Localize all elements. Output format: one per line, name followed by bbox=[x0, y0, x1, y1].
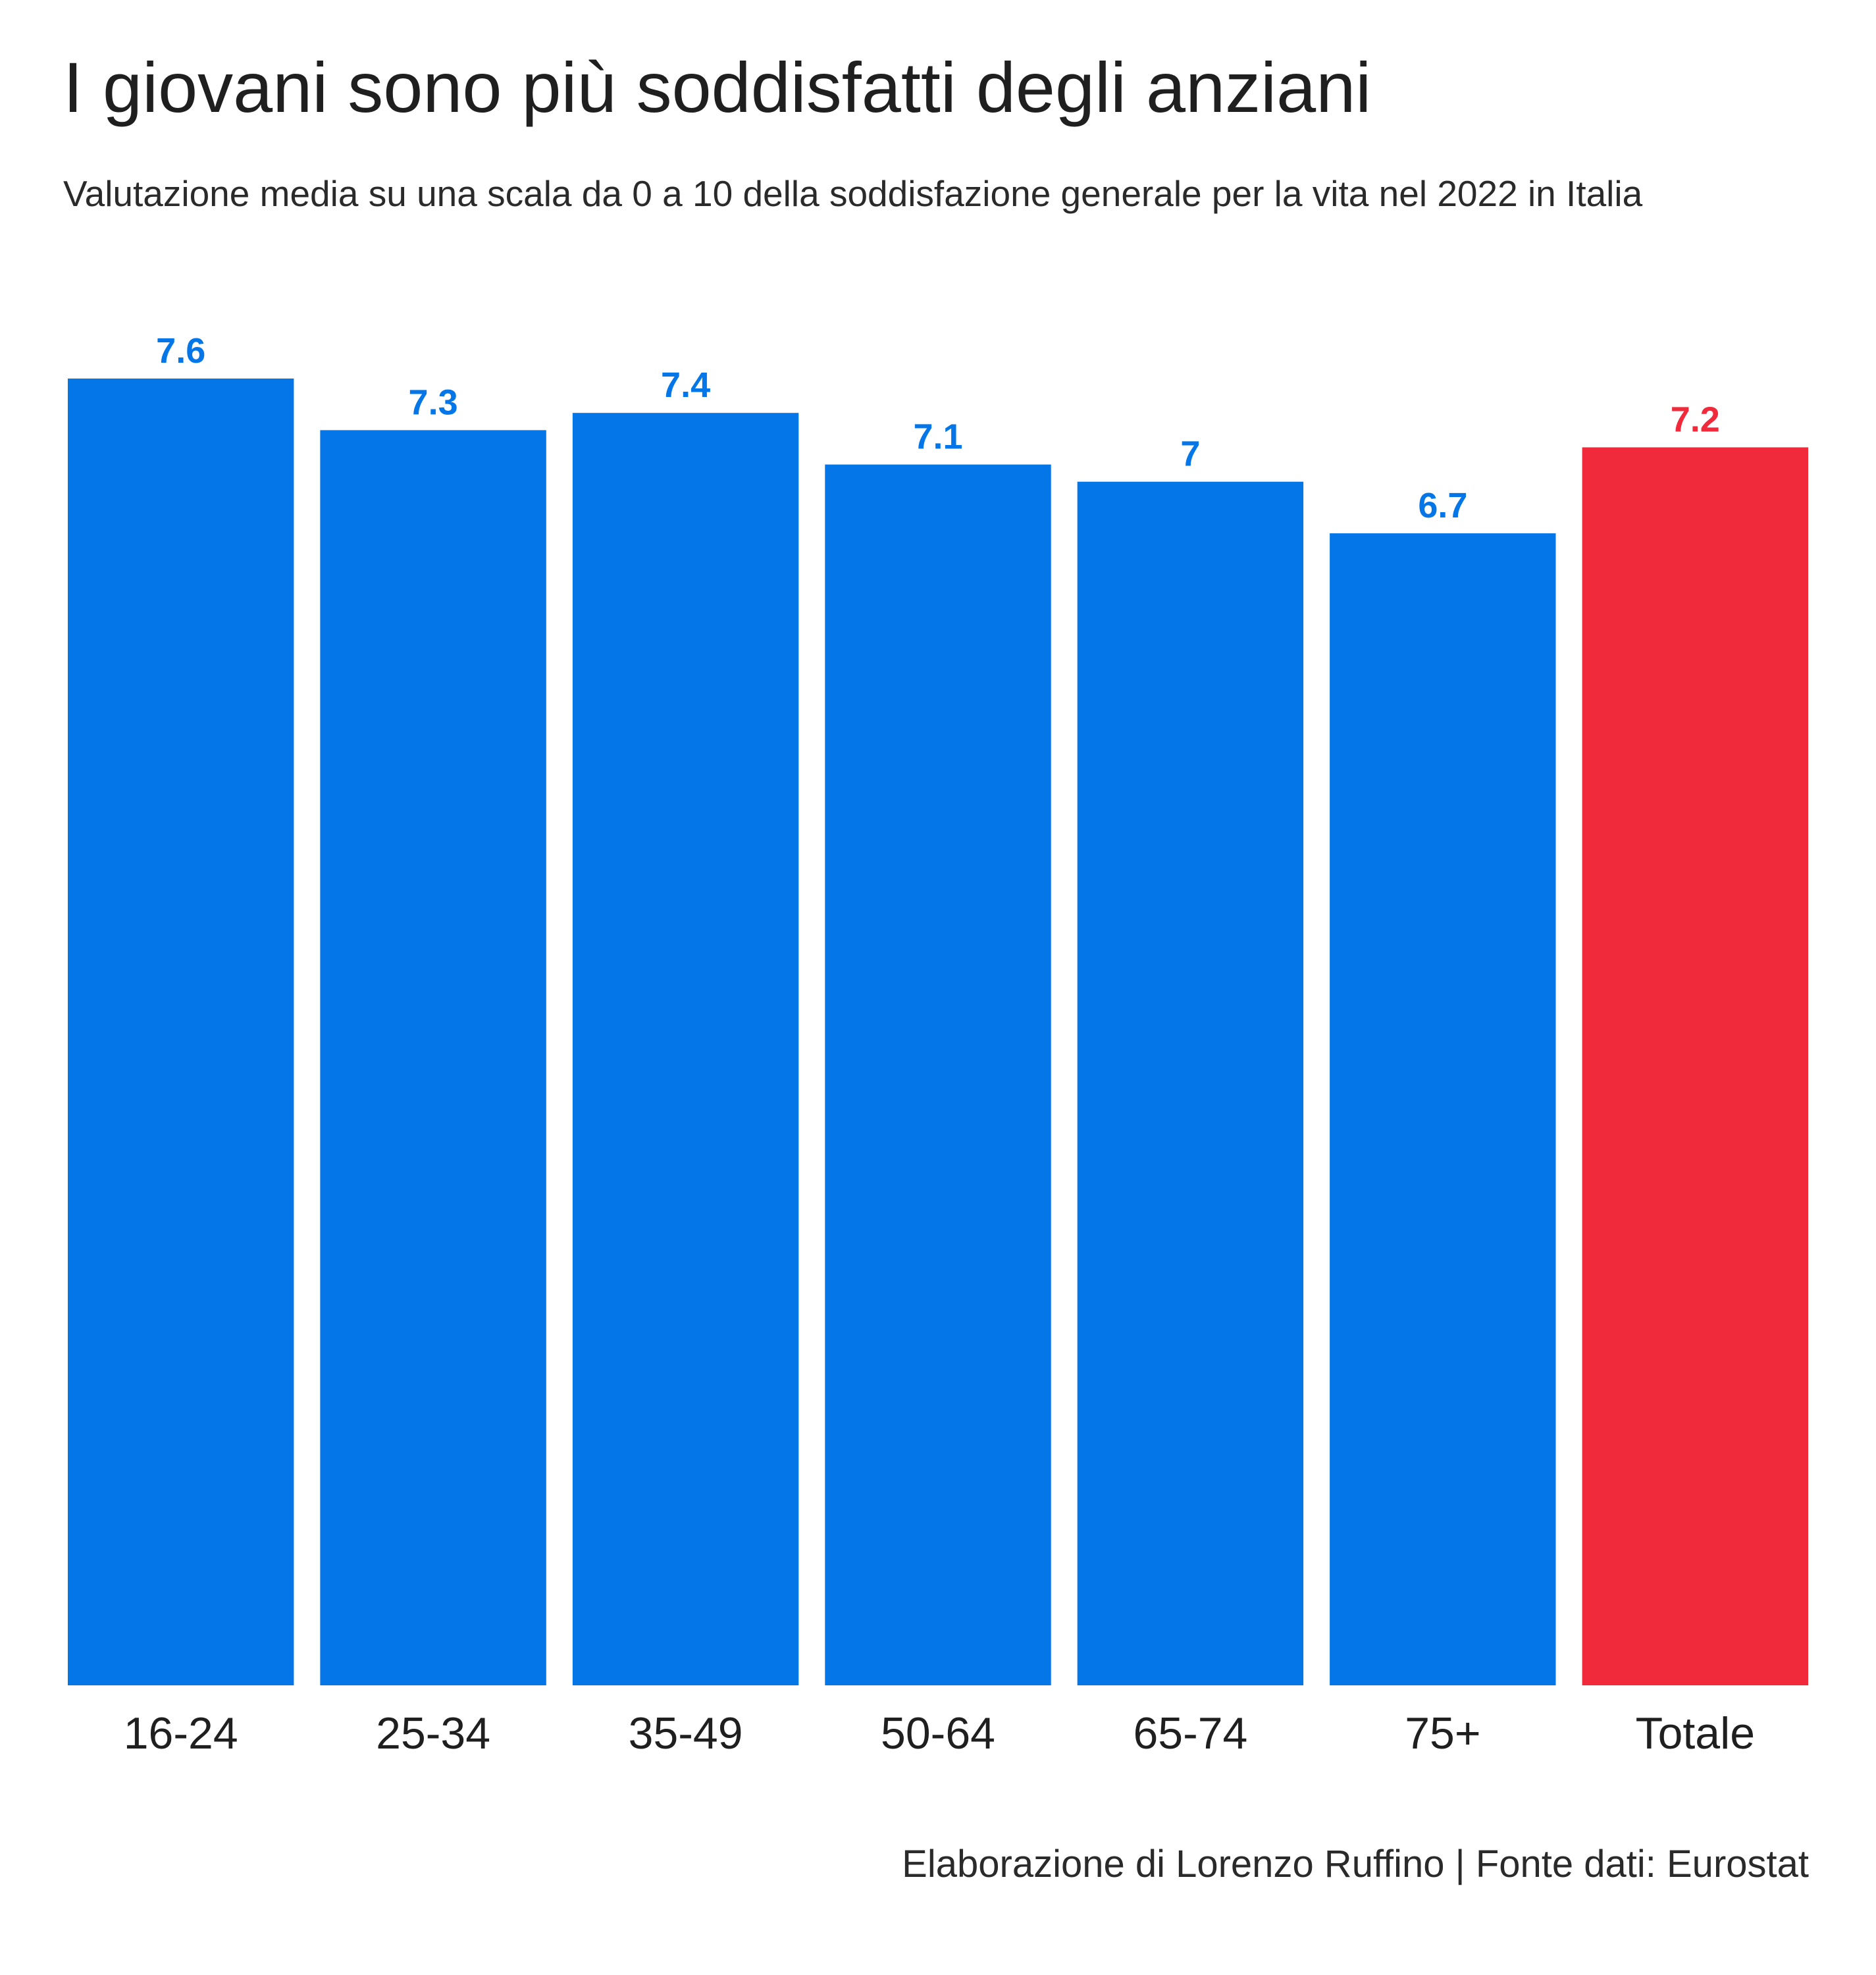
value-label: 7.2 bbox=[1671, 400, 1720, 440]
x-tick-labels-group: 16-24 25-34 35-49 50-64 65-74 75+ Totale bbox=[124, 1708, 1755, 1758]
x-tick-label: 16-24 bbox=[124, 1708, 238, 1758]
value-labels-group: 7.6 7.3 7.4 7.1 7 6.7 7.2 bbox=[156, 331, 1720, 525]
source-caption: Elaborazione di Lorenzo Ruffino | Fonte … bbox=[902, 1843, 1809, 1885]
value-label: 6.7 bbox=[1418, 486, 1467, 525]
value-label: 7.6 bbox=[156, 331, 205, 371]
value-label: 7 bbox=[1180, 434, 1200, 474]
value-label: 7.3 bbox=[409, 382, 458, 422]
bar-50-64 bbox=[825, 464, 1051, 1685]
x-tick-label: 65-74 bbox=[1133, 1708, 1247, 1758]
bar-35-49 bbox=[572, 413, 799, 1686]
bar-65-74 bbox=[1077, 481, 1304, 1686]
x-tick-label: 35-49 bbox=[629, 1708, 743, 1758]
bar-75 bbox=[1330, 533, 1556, 1685]
bar-totale bbox=[1582, 447, 1808, 1685]
chart-title: I giovani sono più soddisfatti degli anz… bbox=[63, 47, 1372, 127]
bar-25-34 bbox=[320, 430, 546, 1685]
chart-subtitle: Valutazione media su una scala da 0 a 10… bbox=[63, 173, 1643, 214]
bars-group bbox=[68, 379, 1808, 1686]
x-tick-label: 75+ bbox=[1405, 1708, 1480, 1758]
value-label: 7.1 bbox=[913, 417, 962, 457]
bar-16-24 bbox=[68, 379, 294, 1685]
x-tick-label: Totale bbox=[1636, 1708, 1755, 1758]
value-label: 7.4 bbox=[661, 365, 710, 405]
x-tick-label: 50-64 bbox=[881, 1708, 995, 1758]
x-tick-label: 25-34 bbox=[376, 1708, 490, 1758]
